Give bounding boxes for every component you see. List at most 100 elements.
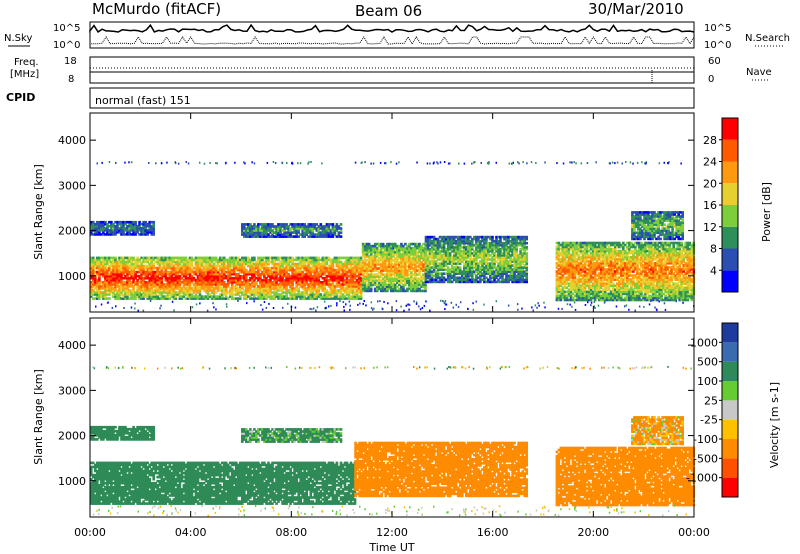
heatmap-cell — [343, 281, 347, 284]
heatmap-cell — [386, 287, 389, 291]
heatmap-cell — [158, 283, 162, 286]
heatmap-cell — [172, 266, 176, 270]
heatmap-cell — [507, 260, 510, 263]
heatmap-cell — [335, 270, 339, 274]
heatmap-cell — [116, 276, 119, 280]
heatmap-cell — [467, 272, 470, 275]
heatmap-cell — [597, 264, 601, 267]
heatmap-cell — [442, 237, 446, 241]
heatmap-cell — [327, 283, 331, 286]
heatmap-cell — [577, 264, 581, 267]
heatmap-cell — [293, 289, 296, 292]
heatmap-cell — [202, 276, 206, 280]
heatmap-cell — [473, 278, 476, 282]
heatmap-cell — [473, 254, 476, 257]
heatmap-cell — [501, 276, 504, 280]
heatmap-cell — [104, 287, 107, 290]
heatmap-cell — [263, 295, 266, 298]
heatmap-cell — [259, 281, 262, 284]
heatmap-cell — [325, 270, 329, 274]
heatmap-cell — [591, 251, 595, 255]
heatmap-cell — [499, 270, 502, 273]
heatmap-cell — [156, 295, 159, 298]
heatmap-cell — [152, 272, 155, 276]
heatmap-cell — [408, 269, 411, 272]
heatmap-cell — [301, 264, 304, 268]
heatmap-cell — [573, 268, 577, 271]
heatmap-cell — [120, 256, 123, 260]
heatmap-cell — [438, 256, 442, 259]
heatmap-cell — [102, 281, 105, 284]
heatmap-cell — [263, 283, 266, 286]
heatmap-cell — [491, 280, 494, 284]
heatmap-cell — [216, 281, 220, 284]
heatmap-cell — [473, 256, 476, 259]
heatmap-cell — [605, 260, 609, 263]
heatmap-cell — [442, 254, 446, 257]
heatmap-cell — [465, 237, 468, 241]
heatmap-cell — [333, 272, 337, 276]
heatmap-cell — [390, 285, 393, 289]
heatmap-cell — [577, 284, 581, 287]
heatmap-cell — [404, 263, 407, 266]
heatmap-cell — [237, 291, 240, 294]
heatmap-cell — [609, 266, 613, 269]
heatmap-cell — [263, 260, 266, 264]
heatmap-cell — [184, 293, 188, 296]
heatmap-cell — [259, 297, 262, 300]
heatmap-cell — [226, 264, 230, 268]
heatmap-cell — [164, 256, 168, 260]
heatmap-cell — [235, 258, 238, 262]
heatmap-cell — [325, 297, 329, 300]
heatmap-cell — [430, 254, 434, 257]
heatmap-cell — [432, 264, 436, 267]
heatmap-cell — [359, 293, 363, 296]
heatmap-cell — [477, 248, 480, 251]
heatmap-cell — [414, 267, 417, 270]
heatmap-cell — [509, 272, 512, 275]
heatmap-cell — [287, 291, 290, 294]
heatmap-cell — [124, 283, 127, 286]
heatmap-cell — [446, 235, 450, 239]
heatmap-cell — [458, 262, 462, 265]
heatmap-cell — [483, 246, 486, 249]
heatmap-cell — [581, 276, 585, 279]
heatmap-cell — [371, 250, 375, 254]
heatmap-cell — [343, 287, 347, 290]
heatmap-cell — [212, 295, 216, 298]
heatmap-cell — [275, 279, 278, 282]
heatmap-cell — [517, 276, 520, 280]
heatmap-cell — [493, 278, 496, 282]
heatmap-cell — [469, 278, 472, 282]
heatmap-cell — [390, 283, 393, 287]
heatmap-cell — [593, 255, 597, 259]
heatmap-cell — [587, 255, 591, 259]
heatmap-cell — [523, 260, 526, 263]
heatmap-cell — [369, 277, 373, 280]
heatmap-cell — [379, 244, 383, 248]
heatmap-cell — [471, 237, 474, 241]
heatmap-cell — [408, 279, 411, 282]
heatmap-cell — [607, 294, 611, 298]
heatmap-cell — [343, 260, 347, 264]
heatmap-cell — [373, 277, 377, 280]
heatmap-cell — [571, 288, 575, 292]
heatmap-cell — [605, 292, 609, 296]
heatmap-cell — [182, 289, 186, 292]
heatmap-cell — [563, 266, 567, 269]
heatmap-cell — [351, 289, 355, 292]
heatmap-cell — [243, 293, 246, 296]
heatmap-cell — [579, 270, 583, 273]
heatmap-cell — [190, 295, 194, 298]
heatmap-cell — [106, 258, 109, 262]
heatmap-cell — [369, 246, 373, 250]
heatmap-cell — [303, 272, 306, 276]
heatmap-cell — [448, 256, 452, 259]
heatmap-cell — [273, 283, 276, 286]
heatmap-cell — [595, 249, 599, 253]
heatmap-cell — [491, 274, 494, 278]
heatmap-cell — [327, 274, 331, 278]
heatmap-cell — [160, 256, 164, 260]
heatmap-cell — [206, 262, 210, 266]
